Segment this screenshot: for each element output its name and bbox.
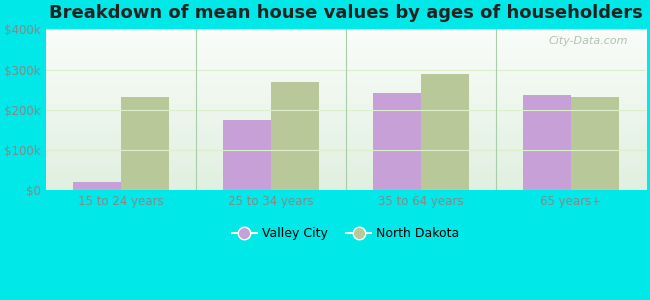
Title: Breakdown of mean house values by ages of householders: Breakdown of mean house values by ages o… bbox=[49, 4, 643, 22]
Bar bbox=[73, 182, 121, 190]
Bar bbox=[421, 74, 469, 190]
Bar bbox=[223, 120, 270, 190]
Text: City-Data.com: City-Data.com bbox=[549, 36, 628, 46]
Bar bbox=[121, 97, 169, 190]
Bar bbox=[270, 82, 318, 190]
Bar bbox=[523, 95, 571, 190]
Legend: Valley City, North Dakota: Valley City, North Dakota bbox=[227, 222, 465, 245]
Bar bbox=[372, 93, 421, 190]
Bar bbox=[571, 97, 619, 190]
